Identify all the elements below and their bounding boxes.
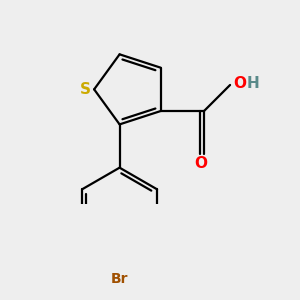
- Text: S: S: [80, 82, 91, 97]
- Text: H: H: [247, 76, 260, 91]
- Text: O: O: [194, 156, 208, 171]
- Text: Br: Br: [111, 272, 128, 286]
- Text: O: O: [233, 76, 246, 91]
